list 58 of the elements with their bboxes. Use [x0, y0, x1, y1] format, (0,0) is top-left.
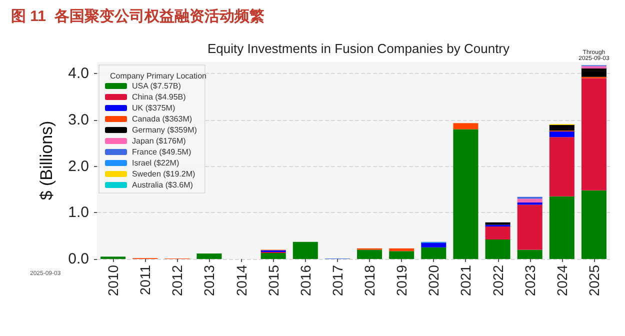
legend-label: Germany ($359M) — [132, 126, 198, 134]
y-tick-label: 2.0 — [68, 158, 89, 175]
bar — [485, 226, 510, 240]
bar — [581, 68, 606, 77]
y-tick-label: 4.0 — [68, 65, 89, 82]
y-tick-label: 0.0 — [68, 250, 89, 268]
legend-title: Company Primary Location — [110, 72, 206, 80]
bar — [421, 247, 446, 259]
legend-label: USA ($7.57B) — [132, 82, 182, 90]
x-tick-label: 2018 — [362, 264, 378, 296]
x-tick-label: 2023 — [522, 264, 538, 296]
bar — [389, 251, 414, 259]
bar — [196, 253, 222, 259]
bar — [549, 137, 574, 196]
legend-label: Canada ($363M) — [132, 114, 192, 124]
y-tick-label: 1.0 — [68, 204, 89, 222]
bar — [517, 250, 542, 259]
bar — [421, 242, 446, 248]
bar — [549, 132, 574, 138]
x-tick-label: 2022 — [490, 264, 506, 296]
legend-label: Australia ($3.6M) — [132, 180, 194, 190]
bar — [581, 190, 606, 259]
legend-label: France ($49.5M) — [132, 148, 192, 156]
bar — [549, 125, 574, 131]
x-tick-label: 2014 — [233, 264, 250, 296]
x-tick-label: 2024 — [554, 264, 570, 296]
x-tick-label: 2020 — [426, 264, 442, 296]
bar — [453, 129, 478, 259]
x-tick-label: 2019 — [394, 264, 410, 296]
legend-label: UK ($375M) — [132, 104, 176, 112]
x-tick-label: 2021 — [458, 264, 474, 296]
legend-label: Japan ($176M) — [132, 136, 186, 146]
bar — [549, 196, 574, 259]
x-tick-label: 2010 — [105, 264, 122, 296]
y-tick-label: 3.0 — [68, 111, 89, 128]
chart-subtitle: Equity Investments in Fusion Companies by Country — [207, 41, 510, 56]
bar — [517, 202, 542, 205]
legend-label: China ($4.95B) — [132, 92, 186, 102]
x-tick-label: 2015 — [265, 264, 282, 296]
x-tick-label: 2017 — [329, 264, 346, 296]
bar — [517, 198, 542, 202]
bar — [260, 252, 286, 259]
x-tick-label: 2025 — [586, 264, 602, 296]
y-axis-title: $ (Billions) — [37, 120, 56, 200]
bar — [389, 248, 414, 252]
bar — [485, 240, 510, 259]
legend-label: Sweden ($19.2M) — [132, 170, 196, 178]
bar — [453, 123, 478, 130]
bar — [292, 242, 318, 259]
x-tick-label: 2012 — [169, 264, 186, 296]
bar — [517, 204, 542, 250]
bar — [581, 78, 606, 190]
x-tick-label: 2016 — [297, 264, 314, 296]
x-tick-label: 2013 — [201, 264, 218, 296]
bar — [357, 250, 382, 259]
x-tick-label: 2011 — [137, 264, 154, 296]
chart-title: 图 11 各国聚变公司权益融资活动频繁 — [11, 7, 264, 25]
legend-label: Israel ($22M) — [132, 158, 180, 168]
